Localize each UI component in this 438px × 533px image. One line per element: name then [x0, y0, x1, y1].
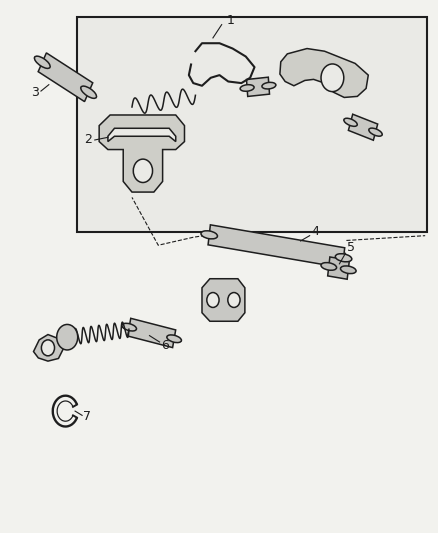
- Circle shape: [206, 293, 219, 308]
- Text: 7: 7: [83, 410, 91, 423]
- Polygon shape: [279, 49, 367, 98]
- Ellipse shape: [81, 86, 96, 99]
- Polygon shape: [127, 318, 175, 348]
- Circle shape: [41, 340, 54, 356]
- Circle shape: [57, 325, 78, 350]
- Polygon shape: [108, 128, 175, 142]
- Circle shape: [133, 159, 152, 182]
- Text: 1: 1: [226, 14, 234, 27]
- Polygon shape: [246, 77, 269, 96]
- Ellipse shape: [261, 83, 275, 89]
- Polygon shape: [327, 257, 349, 279]
- Ellipse shape: [335, 254, 351, 262]
- Circle shape: [320, 64, 343, 92]
- Ellipse shape: [343, 118, 357, 126]
- Ellipse shape: [122, 324, 136, 331]
- Polygon shape: [33, 335, 63, 361]
- Polygon shape: [348, 114, 377, 140]
- Ellipse shape: [368, 128, 381, 136]
- Text: 6: 6: [160, 338, 168, 352]
- Polygon shape: [38, 53, 92, 102]
- Text: 5: 5: [346, 241, 354, 254]
- Text: 4: 4: [310, 225, 318, 238]
- Ellipse shape: [201, 231, 217, 239]
- Ellipse shape: [240, 85, 254, 91]
- Polygon shape: [208, 225, 344, 268]
- Text: 3: 3: [31, 86, 39, 99]
- Ellipse shape: [340, 266, 355, 273]
- Ellipse shape: [34, 56, 50, 68]
- Bar: [77, 17, 426, 232]
- Ellipse shape: [320, 263, 336, 270]
- Circle shape: [227, 293, 240, 308]
- Text: 2: 2: [84, 133, 92, 147]
- Ellipse shape: [166, 335, 181, 343]
- Polygon shape: [201, 279, 244, 321]
- Polygon shape: [99, 115, 184, 192]
